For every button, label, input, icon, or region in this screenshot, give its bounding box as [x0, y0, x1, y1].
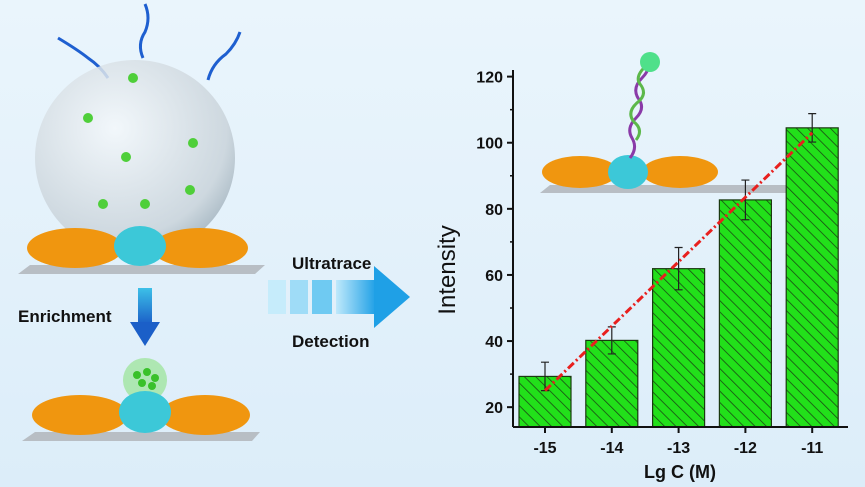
error-bar	[808, 113, 817, 143]
y-axis-label: Intensity	[434, 225, 461, 314]
evaporation-arrow-icon	[138, 3, 150, 59]
target-molecules	[83, 73, 198, 209]
x-tick-label: -14	[600, 440, 623, 457]
x-tick-label: -15	[533, 440, 556, 457]
detection-label: Detection	[292, 332, 370, 351]
y-tick-label: 100	[476, 136, 503, 153]
x-axis-label: Lg C (M)	[644, 462, 716, 482]
y-tick-label: 80	[485, 202, 503, 219]
fit-line	[543, 131, 814, 392]
bar	[785, 127, 839, 428]
error-bar	[741, 179, 750, 221]
y-tick-label: 120	[476, 70, 503, 87]
bar-chart: -15 -14 -13 -12 -11 20 40 60 80 100 120 Lg C (M) Int…	[434, 70, 848, 482]
error-bar	[674, 246, 683, 291]
error-bar	[541, 361, 549, 392]
bar	[718, 199, 773, 428]
detection-arrow-icon	[268, 266, 410, 328]
y-tick-label: 20	[485, 400, 503, 417]
inset-sensor	[540, 52, 810, 193]
droplet	[35, 60, 235, 256]
x-tick-label: -12	[734, 440, 757, 457]
ultratrace-label: Ultratrace	[292, 254, 372, 273]
evaporation-arrow-icon	[206, 31, 242, 81]
substrate	[18, 265, 265, 274]
y-tick-label: 60	[485, 268, 503, 285]
enrichment-arrow-icon	[138, 288, 152, 324]
y-tick-label: 40	[485, 334, 503, 351]
bar	[651, 268, 706, 428]
fluorophore-icon	[640, 52, 660, 72]
protein-layer	[27, 226, 248, 268]
x-tick-label: -13	[667, 440, 690, 457]
x-tick-label: -11	[801, 440, 823, 457]
enrichment-label: Enrichment	[18, 307, 112, 326]
